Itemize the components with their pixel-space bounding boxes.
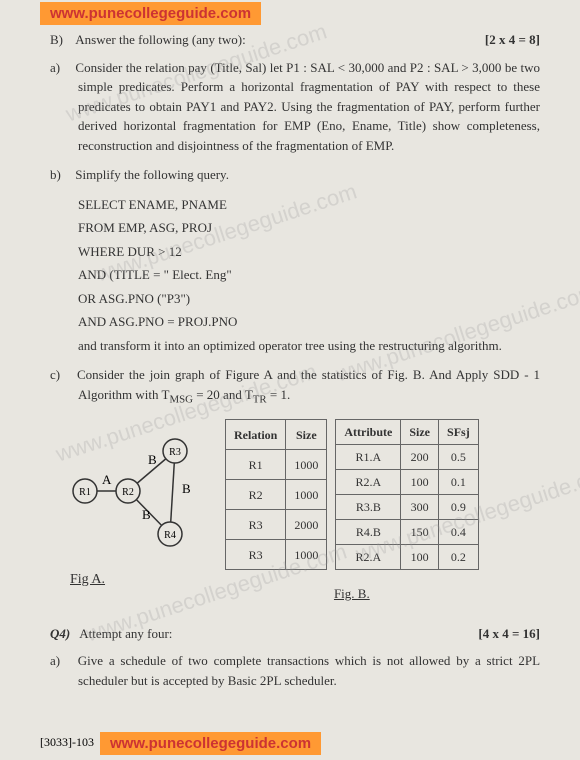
bottom-url-banner: www.punecollegeguide.com xyxy=(100,732,321,755)
table-cell: 1000 xyxy=(286,480,327,510)
query-line-0: SELECT ENAME, PNAME xyxy=(78,195,540,215)
svg-text:R1: R1 xyxy=(79,487,91,498)
table-row: R21000 xyxy=(226,480,327,510)
table-cell: R3.B xyxy=(336,495,401,520)
item-a-text: Consider the relation pay (Title, Sal) l… xyxy=(75,60,540,153)
relation-size-table: RelationSizeR11000R21000R32000R31000 xyxy=(225,419,327,570)
footer-code: [3033]-103 xyxy=(40,735,94,750)
question-b-c: c) Consider the join graph of Figure A a… xyxy=(78,365,540,407)
figure-a-wrap: A B B B R1 R2 R3 R4 Fig A. xyxy=(70,419,210,590)
table-row: R4.B1500.4 xyxy=(336,520,478,545)
item-c-text: Consider the join graph of Figure A and … xyxy=(77,367,540,402)
item-b-outro: and transform it into an optimized opera… xyxy=(78,336,540,356)
question-4-a: a) Give a schedule of two complete trans… xyxy=(78,651,540,690)
table-row: R3.B3000.9 xyxy=(336,495,478,520)
table-row: R31000 xyxy=(226,540,327,570)
svg-text:R4: R4 xyxy=(164,530,176,541)
query-line-5: AND ASG.PNO = PROJ.PNO xyxy=(78,312,540,332)
table-cell: 100 xyxy=(401,545,439,570)
item-c-sub1: MSG xyxy=(169,393,192,405)
exam-page: B) Answer the following (any two): [2 x … xyxy=(0,0,580,720)
table-cell: R2.A xyxy=(336,545,401,570)
table-cell: 0.5 xyxy=(439,445,479,470)
table-header: Size xyxy=(286,420,327,450)
table-row: R1.A2000.5 xyxy=(336,445,478,470)
svg-text:R2: R2 xyxy=(122,487,134,498)
table-row: R32000 xyxy=(226,510,327,540)
top-url-banner: www.punecollegeguide.com xyxy=(40,2,261,25)
query-line-2: WHERE DUR > 12 xyxy=(78,242,540,262)
table-cell: 300 xyxy=(401,495,439,520)
table-cell: R3 xyxy=(226,510,286,540)
section-b-header: B) Answer the following (any two): [2 x … xyxy=(50,30,540,50)
q4-title: Attempt any four: xyxy=(79,626,172,641)
table-cell: R3 xyxy=(226,540,286,570)
question-b-a: a) Consider the relation pay (Title, Sal… xyxy=(78,58,540,156)
table-cell: 1000 xyxy=(286,540,327,570)
table-cell: 0.1 xyxy=(439,470,479,495)
item-a-label: a) xyxy=(50,58,72,78)
table-row: R2.A1000.2 xyxy=(336,545,478,570)
q4-header: Q4) Attempt any four: [4 x 4 = 16] xyxy=(50,624,540,644)
svg-text:A: A xyxy=(102,472,112,487)
table-cell: 0.4 xyxy=(439,520,479,545)
table-header: Size xyxy=(401,420,439,445)
table-cell: 150 xyxy=(401,520,439,545)
table-cell: 200 xyxy=(401,445,439,470)
table-cell: R1.A xyxy=(336,445,401,470)
table-cell: 0.9 xyxy=(439,495,479,520)
table-cell: 2000 xyxy=(286,510,327,540)
table-row: R2.A1000.1 xyxy=(336,470,478,495)
figure-b-label: Fig. B. xyxy=(334,584,370,604)
svg-text:B: B xyxy=(148,452,157,467)
table-cell: R2 xyxy=(226,480,286,510)
figure-area: ABBBR1R2R3R4 Fig A. RelationSizeR11000R2… xyxy=(70,419,540,604)
q4-marks: [4 x 4 = 16] xyxy=(478,624,540,644)
table-cell: R1 xyxy=(226,450,286,480)
table-cell: 0.2 xyxy=(439,545,479,570)
item-c-label: c) xyxy=(50,365,72,385)
q4-a-text: Give a schedule of two complete transact… xyxy=(78,653,540,688)
item-c-mid: = 20 and T xyxy=(193,387,253,402)
table-header: SFsj xyxy=(439,420,479,445)
figure-b-wrap: RelationSizeR11000R21000R32000R31000 Att… xyxy=(225,419,479,604)
section-b-label: B) xyxy=(50,32,63,47)
table-cell: R2.A xyxy=(336,470,401,495)
table-row: R11000 xyxy=(226,450,327,480)
q4-a-label: a) xyxy=(50,651,72,671)
table-header: Relation xyxy=(226,420,286,450)
item-c-end: = 1. xyxy=(267,387,291,402)
query-line-3: AND (TITLE = " Elect. Eng" xyxy=(78,265,540,285)
table-cell: 100 xyxy=(401,470,439,495)
section-b-marks: [2 x 4 = 8] xyxy=(485,30,540,50)
item-b-label: b) xyxy=(50,165,72,185)
table-cell: R4.B xyxy=(336,520,401,545)
join-graph: A B B B R1 R2 R3 R4 xyxy=(70,419,210,559)
svg-text:B: B xyxy=(182,481,191,496)
svg-text:B: B xyxy=(142,507,151,522)
svg-text:R3: R3 xyxy=(169,447,181,458)
item-b-intro: Simplify the following query. xyxy=(75,167,229,182)
question-b-b: b) Simplify the following query. xyxy=(78,165,540,185)
attribute-table: AttributeSizeSFsjR1.A2000.5R2.A1000.1R3.… xyxy=(335,419,478,570)
item-c-sub2: TR xyxy=(253,393,267,405)
section-b-title: Answer the following (any two): xyxy=(75,32,245,47)
table-header: Attribute xyxy=(336,420,401,445)
query-line-1: FROM EMP, ASG, PROJ xyxy=(78,218,540,238)
query-line-4: OR ASG.PNO ("P3") xyxy=(78,289,540,309)
q4-label: Q4) xyxy=(50,626,70,641)
table-cell: 1000 xyxy=(286,450,327,480)
figure-a-label: Fig A. xyxy=(70,569,210,590)
